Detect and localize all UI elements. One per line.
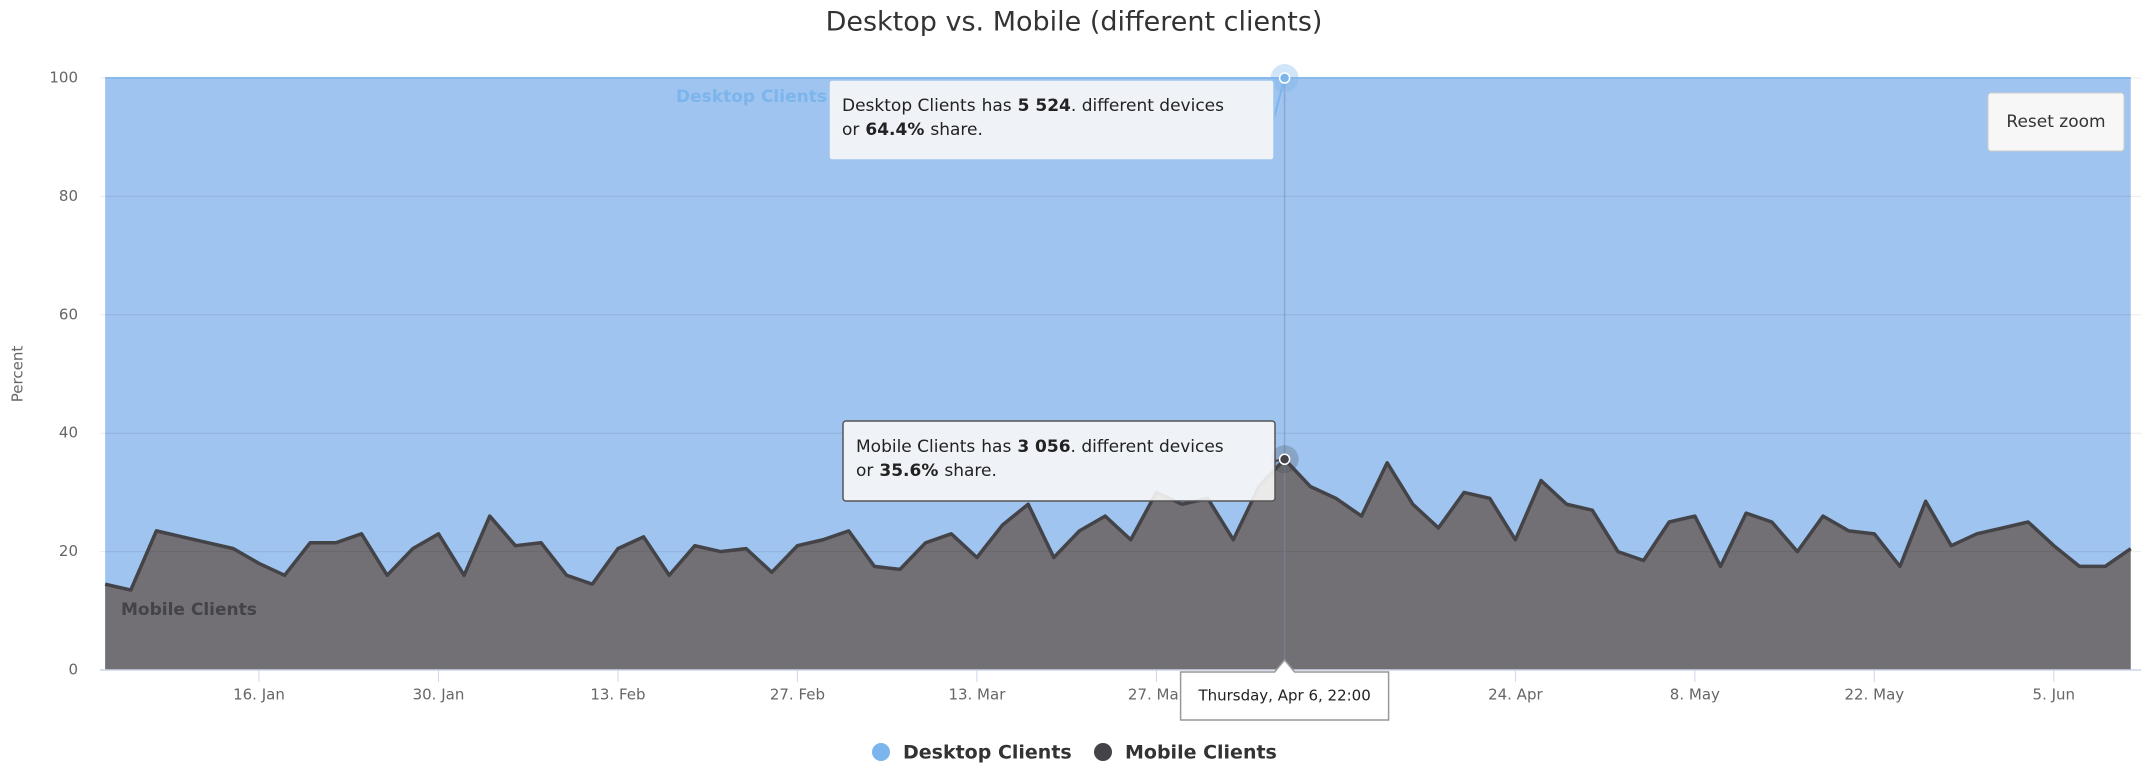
x-tick-label: 24. Apr [1488, 686, 1543, 704]
tooltip-text: share. [944, 461, 997, 481]
series-label: Mobile Clients [121, 600, 257, 620]
tooltip-text: has [981, 437, 1011, 457]
x-tick-label: 27. Feb [770, 686, 825, 704]
legend-symbol[interactable] [1094, 743, 1112, 761]
x-tick-label: 27. Mar [1128, 686, 1186, 704]
overlay: Desktop Clients has 5 524. different devic… [828, 64, 2125, 764]
tooltip-text: share. [930, 120, 983, 140]
tooltip-box [828, 79, 1275, 161]
tooltip-text: Mobile Clients [856, 437, 975, 457]
y-tick-label: 0 [68, 661, 78, 679]
legend-symbol[interactable] [872, 743, 890, 761]
series-line [104, 457, 2132, 592]
tooltip-text: 64.4% [865, 120, 924, 140]
x-tick-label: 16. Jan [233, 686, 285, 704]
tooltip-text: 35.6% [879, 461, 938, 481]
chart-title: Desktop vs. Mobile (different clients) [826, 7, 1323, 38]
hover-marker [1278, 72, 1291, 84]
x-tick-label: 5. Jun [2033, 686, 2076, 704]
tooltip-text: or [856, 461, 873, 481]
reset-zoom-button[interactable] [1987, 92, 2125, 152]
y-axis-label: Percent [9, 346, 27, 403]
area-fill [105, 78, 2131, 591]
series-label: Desktop Clients [676, 87, 827, 107]
crosshair-label-box [1179, 658, 1390, 721]
x-tick-label: 13. Feb [590, 686, 645, 704]
tooltip-line: Desktop Clients has 5 524. different devic… [842, 96, 1224, 116]
tooltip-connector [1273, 77, 1286, 119]
tooltip-line: or 64.4% share. [842, 120, 983, 140]
y-tick-label: 60 [59, 305, 78, 323]
y-tick-label: 100 [49, 69, 78, 87]
tooltip-text: 5 524 [1018, 96, 1071, 116]
reset-zoom-label: Reset zoom [2006, 112, 2105, 132]
y-tick-label: 20 [59, 542, 78, 560]
y-tick-label: 40 [59, 424, 78, 442]
area-fill [105, 459, 2131, 670]
tooltip-text: Desktop Clients [842, 96, 976, 116]
tooltip-line: or 35.6% share. [856, 461, 997, 481]
x-tick-label: 22. May [1845, 686, 1905, 704]
tooltip-text: . different devices [1071, 437, 1224, 457]
tooltip-text: 3 056 [1017, 437, 1070, 457]
x-tick-label: 13. Mar [948, 686, 1006, 704]
crosshair-label: Thursday, Apr 6, 22:00 [1197, 687, 1370, 705]
legend-label[interactable]: Mobile Clients [1125, 742, 1277, 764]
y-tick-label: 80 [59, 187, 78, 205]
tooltip-text: . different devices [1071, 96, 1224, 116]
legend-label[interactable]: Desktop Clients [903, 742, 1072, 764]
tooltip-line: Mobile Clients has 3 056. different device… [856, 437, 1224, 457]
x-tick-label: 30. Jan [413, 686, 465, 704]
tooltip-box [842, 420, 1276, 502]
tooltip-text: has [982, 96, 1012, 116]
tooltip-text: or [842, 120, 859, 140]
plot-area: 0 20 40 60 80 100 16. Jan 30. Jan 13. Feb 27. Feb… [49, 69, 2141, 704]
x-tick-label: 8. May [1670, 686, 1720, 704]
hover-marker [1278, 453, 1291, 465]
